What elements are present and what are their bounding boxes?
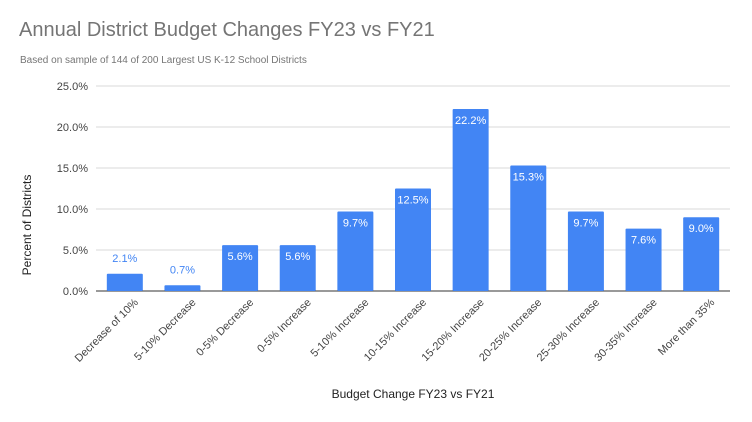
data-label: 7.6%: [631, 235, 656, 247]
x-tick-label: 15-20% Increase: [419, 297, 486, 364]
x-tick-label: 0-5% Increase: [255, 297, 314, 356]
data-label: 22.2%: [455, 115, 486, 127]
chart-title: Annual District Budget Changes FY23 vs F…: [19, 19, 435, 41]
y-tick-label: 15.0%: [57, 163, 88, 175]
x-tick-label: 5-10% Increase: [309, 297, 372, 360]
y-tick-label: 0.0%: [63, 286, 88, 298]
bar: [567, 211, 604, 291]
data-label: 9.0%: [689, 223, 714, 235]
y-tick-label: 10.0%: [57, 204, 88, 216]
x-tick-label: 5-10% Decrease: [132, 297, 198, 363]
x-tick-label: 20-25% Increase: [477, 297, 544, 364]
x-tick-label: 30-35% Increase: [592, 297, 659, 364]
data-label: 5.6%: [285, 251, 310, 263]
data-label: 0.7%: [170, 264, 195, 276]
data-label: 2.1%: [112, 253, 137, 265]
bar: [106, 273, 143, 291]
x-tick-label: More than 35%: [656, 296, 717, 357]
bar: [222, 245, 259, 291]
bar: [395, 188, 431, 291]
y-tick-label: 5.0%: [63, 245, 88, 257]
y-axis-title: Percent of Districts: [20, 175, 34, 276]
x-tick-label: 0-5% Decrease: [194, 297, 256, 359]
x-tick-label: 25-30% Increase: [535, 297, 602, 364]
data-label: 15.3%: [513, 172, 544, 184]
data-label: 9.7%: [573, 217, 598, 229]
x-axis-title: Budget Change FY23 vs FY21: [332, 387, 495, 401]
chart-subtitle: Based on sample of 144 of 200 Largest US…: [20, 55, 307, 66]
data-label: 12.5%: [397, 195, 428, 207]
bar: [279, 245, 316, 291]
bar: [452, 108, 489, 292]
y-tick-label: 20.0%: [57, 122, 88, 134]
y-tick-label: 25.0%: [57, 81, 88, 93]
data-label: 9.7%: [343, 217, 368, 229]
bar: [337, 211, 374, 291]
bar: [510, 165, 547, 291]
bar: [164, 285, 201, 291]
data-label: 5.6%: [228, 251, 253, 263]
bar: [625, 228, 662, 291]
bar: [683, 217, 720, 291]
x-tick-label: 10-15% Increase: [362, 297, 429, 364]
